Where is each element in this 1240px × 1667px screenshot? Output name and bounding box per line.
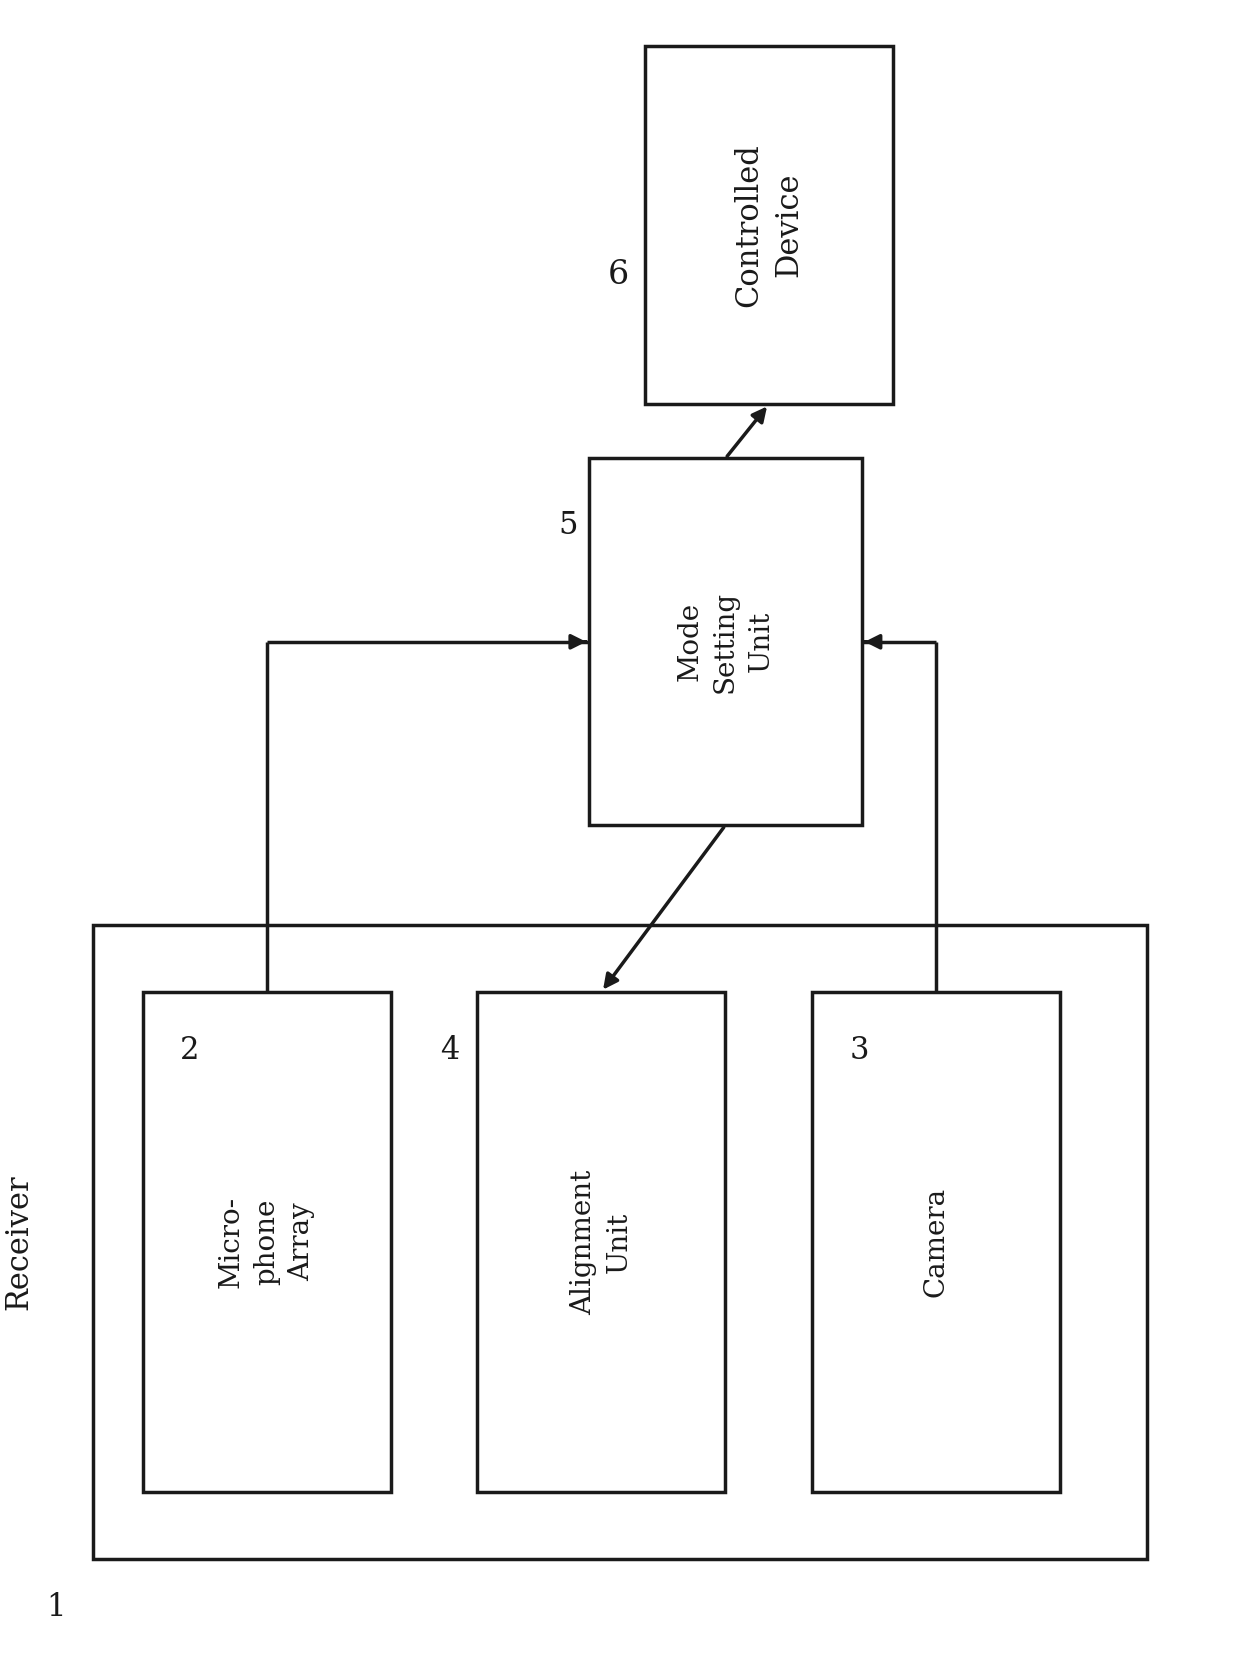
Text: Mode
Setting
Unit: Mode Setting Unit (677, 590, 774, 693)
Text: Receiver: Receiver (4, 1174, 35, 1310)
Text: 4: 4 (440, 1035, 460, 1065)
Text: 5: 5 (558, 510, 578, 540)
Bar (477, 992, 725, 1492)
Bar (589, 458, 862, 825)
Bar (812, 992, 1060, 1492)
Text: Micro-
phone
Array: Micro- phone Array (218, 1195, 315, 1289)
Bar (143, 992, 391, 1492)
Text: Alignment
Unit: Alignment Unit (570, 1169, 632, 1315)
Text: Controlled
Device: Controlled Device (733, 143, 805, 307)
Text: 6: 6 (608, 258, 629, 292)
Bar (93, 925, 1147, 1559)
Text: 2: 2 (180, 1035, 200, 1065)
Text: Camera: Camera (923, 1187, 950, 1297)
Bar (645, 47, 893, 405)
Text: 3: 3 (849, 1035, 869, 1065)
Text: 1: 1 (46, 1592, 66, 1624)
